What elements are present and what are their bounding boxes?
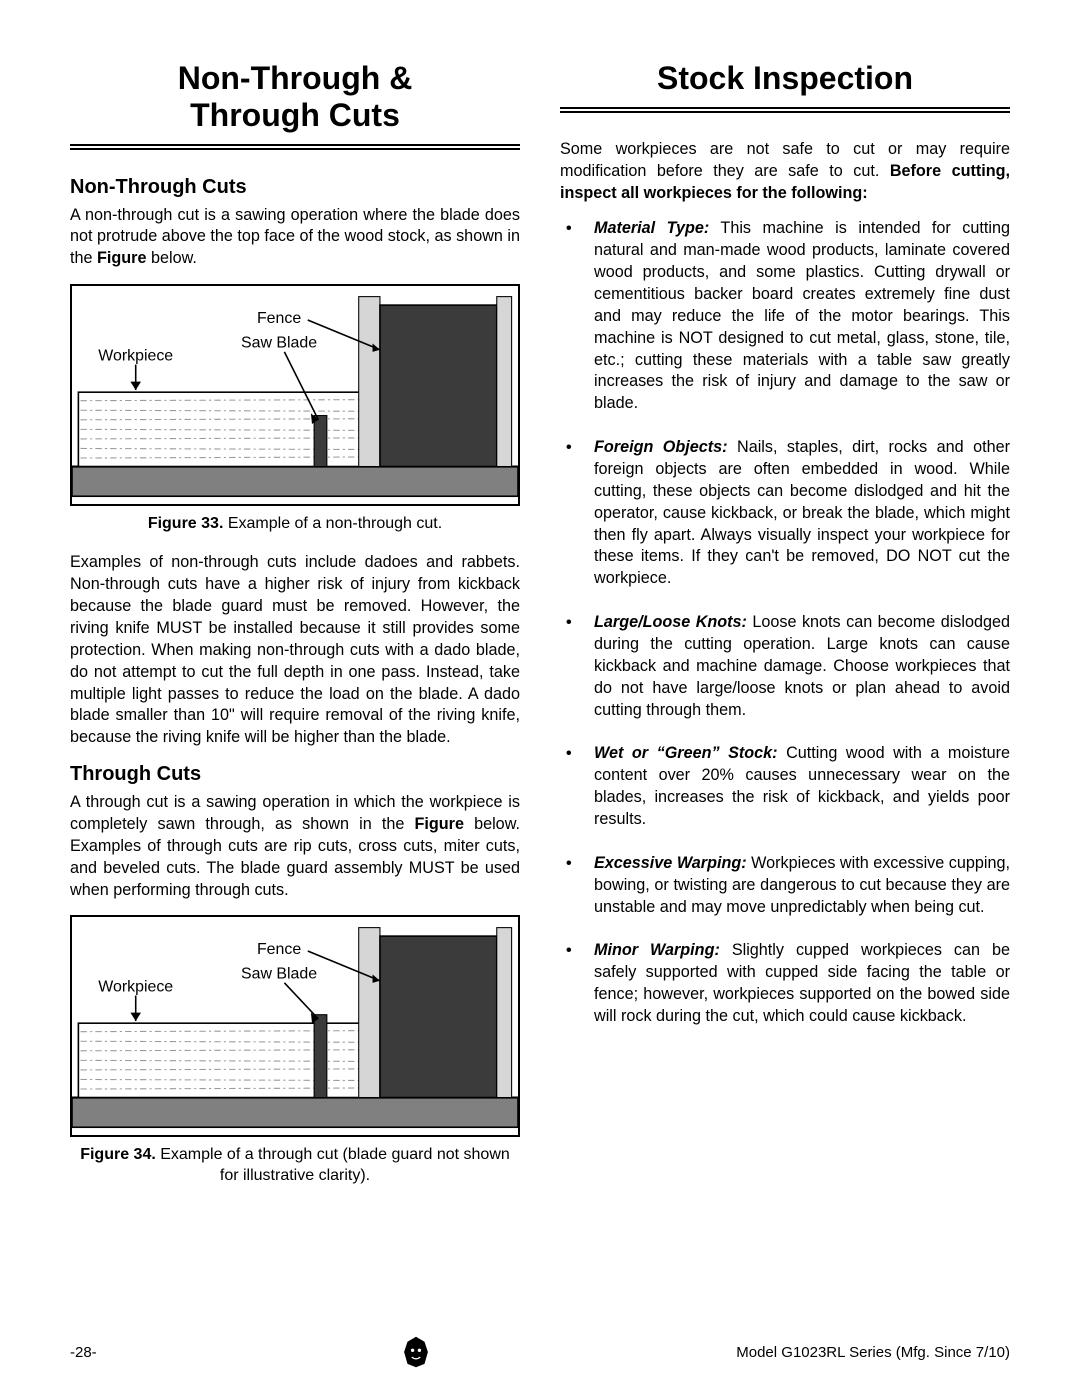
inspection-list: Material Type: This machine is intended … [560, 218, 1010, 1028]
svg-text:Fence: Fence [257, 310, 301, 327]
svg-text:Saw Blade: Saw Blade [241, 966, 317, 983]
svg-text:Workpiece: Workpiece [98, 348, 173, 365]
svg-text:Fence: Fence [257, 942, 301, 959]
right-column: Stock Inspection Some workpieces are not… [560, 60, 1010, 1204]
svg-text:Workpiece: Workpiece [98, 979, 173, 996]
non-through-para1: A non-through cut is a sawing operation … [70, 205, 520, 271]
model-info: Model G1023RL Series (Mfg. Since 7/10) [736, 1344, 1010, 1361]
list-item-text: This machine is intended for cutting nat… [594, 219, 1010, 412]
left-column: Non-Through & Through Cuts Non-Through C… [70, 60, 520, 1204]
grizzly-logo-icon [399, 1335, 433, 1369]
list-item-label: Large/Loose Knots: [594, 613, 747, 631]
stock-intro: Some workpieces are not safe to cut or m… [560, 139, 1010, 205]
page-footer: -28- Model G1023RL Series (Mfg. Since 7/… [70, 1335, 1010, 1369]
title-line1: Non-Through & [178, 60, 413, 96]
list-item-label: Wet or “Green” Stock: [594, 744, 778, 762]
right-title-rule [560, 107, 1010, 113]
list-item: Material Type: This machine is intended … [560, 218, 1010, 415]
right-main-title: Stock Inspection [560, 60, 1010, 147]
list-item: Large/Loose Knots: Loose knots can becom… [560, 612, 1010, 721]
figure-34-svg: Fence Saw Blade Workpiece [72, 917, 518, 1129]
left-title-rule [70, 144, 520, 150]
figure-33: Fence Saw Blade Workpiece [70, 284, 520, 505]
non-through-heading: Non-Through Cuts [70, 176, 520, 199]
list-item-label: Minor Warping: [594, 941, 720, 959]
figure-33-svg: Fence Saw Blade Workpiece [72, 286, 518, 498]
svg-text:Saw Blade: Saw Blade [241, 335, 317, 352]
list-item: Wet or “Green” Stock: Cutting wood with … [560, 743, 1010, 830]
through-para1: A through cut is a sawing operation in w… [70, 792, 520, 901]
through-heading: Through Cuts [70, 763, 520, 786]
title-line2: Through Cuts [190, 97, 400, 133]
list-item: Excessive Warping: Workpieces with exces… [560, 853, 1010, 919]
list-item: Foreign Objects: Nails, staples, dirt, r… [560, 437, 1010, 590]
non-through-para2: Examples of non-through cuts include dad… [70, 552, 520, 749]
figure-33-caption: Figure 33. Example of a non-through cut. [70, 514, 520, 535]
page-number: -28- [70, 1344, 97, 1361]
list-item: Minor Warping: Slightly cupped workpiece… [560, 940, 1010, 1027]
list-item-label: Foreign Objects: [594, 438, 728, 456]
figure-34: Fence Saw Blade Workpiece [70, 915, 520, 1136]
figure-34-caption: Figure 34. Example of a through cut (bla… [70, 1145, 520, 1187]
list-item-label: Material Type: [594, 219, 709, 237]
list-item-label: Excessive Warping: [594, 854, 747, 872]
list-item-text: Nails, staples, dirt, rocks and other fo… [594, 438, 1010, 587]
left-main-title: Non-Through & Through Cuts [70, 60, 520, 144]
